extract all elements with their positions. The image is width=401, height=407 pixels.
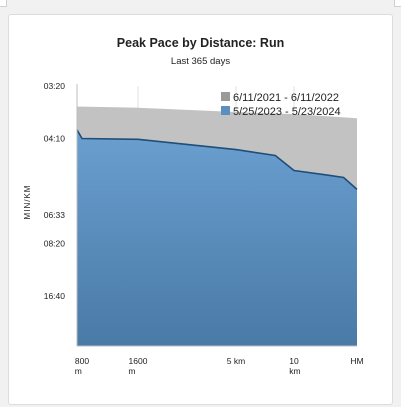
series-line-current <box>76 129 358 190</box>
series-area-current <box>77 129 357 346</box>
x-tick-label: 5 km <box>227 356 245 366</box>
legend: 6/11/2021 - 6/11/2022 5/25/2023 - 5/23/20… <box>221 92 341 118</box>
y-tick-label: 08:20 <box>44 239 66 249</box>
legend-swatch <box>221 106 230 115</box>
x-tick-label: 1600 <box>129 356 148 366</box>
chart-subtitle: Last 365 days <box>170 56 231 67</box>
legend-swatch <box>221 92 230 101</box>
y-axis-label: MIN/KM <box>23 185 32 220</box>
left-panel-edge <box>0 0 7 7</box>
x-tick-label: 10 <box>289 356 299 366</box>
chart-title: Peak Pace by Distance: Run <box>116 36 285 50</box>
axes <box>76 84 357 347</box>
x-tick-sublabel: km <box>289 366 300 376</box>
x-tick-sublabel: m <box>128 366 135 376</box>
y-tick-label: 04:10 <box>44 134 66 144</box>
legend-label: 5/25/2023 - 5/23/2024 <box>233 106 341 118</box>
y-tick-label: 06:33 <box>44 210 66 220</box>
right-panel-edge <box>394 0 401 7</box>
top-strip <box>0 0 401 10</box>
x-tick-sublabel: m <box>75 366 82 376</box>
y-tick-label: 16:40 <box>44 291 66 301</box>
y-ticks: 03:20 04:10 06:33 08:20 16:40 <box>44 81 66 301</box>
x-tick-label: 800 <box>75 356 89 366</box>
y-tick-label: 03:20 <box>44 81 66 91</box>
x-tick-label: HM <box>350 356 363 366</box>
series-areas <box>76 106 358 346</box>
legend-label: 6/11/2021 - 6/11/2022 <box>233 92 339 104</box>
